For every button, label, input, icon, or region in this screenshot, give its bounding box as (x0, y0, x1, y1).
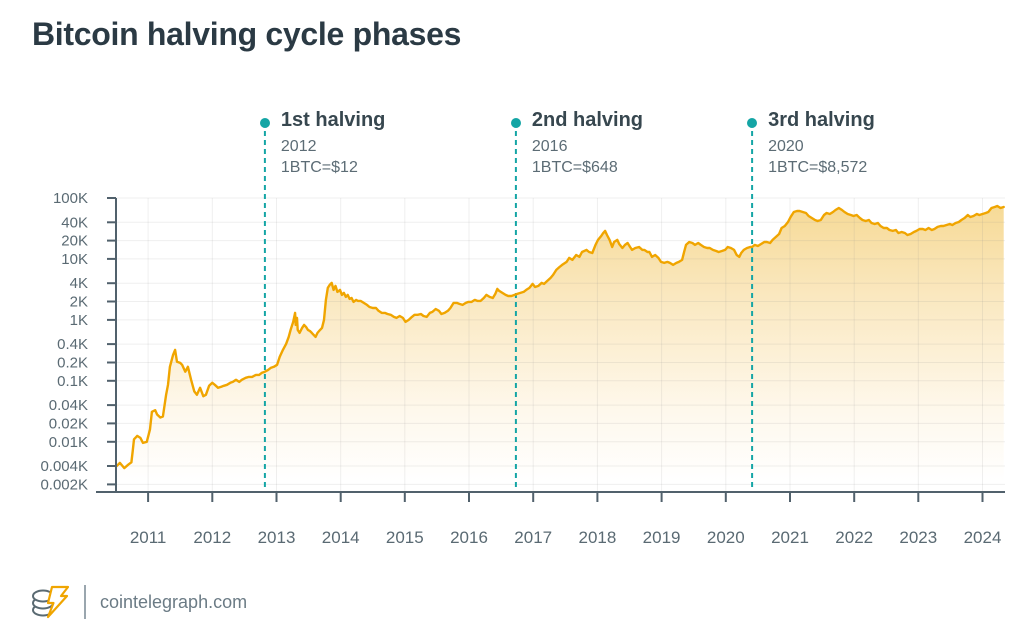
footer-divider (84, 585, 86, 619)
halving-title: 3rd halving (768, 109, 875, 131)
price-area (116, 206, 1004, 492)
footer: cointelegraph.com (30, 584, 247, 620)
x-tick-label: 2018 (578, 528, 616, 547)
halving-dot-icon (510, 118, 521, 128)
halving-year: 2016 (531, 138, 568, 155)
page-title: Bitcoin halving cycle phases (32, 16, 462, 52)
x-tick-label: 2019 (643, 528, 681, 547)
halving-annotation-2: 2nd halving 2016 1BTC=$648 (510, 109, 643, 178)
y-tick-label: 4K (70, 275, 88, 292)
y-tick-label: 20K (61, 233, 88, 250)
halving-year: 2012 (280, 138, 317, 155)
x-tick-label: 2015 (386, 528, 424, 547)
price-line (114, 204, 1005, 470)
y-tick-label: 0.2K (57, 355, 88, 372)
halving-price: 1BTC=$648 (531, 159, 618, 176)
halving-price: 1BTC=$12 (280, 159, 358, 176)
x-tick-label: 2022 (835, 528, 873, 547)
y-tick-label: 100K (53, 190, 88, 207)
y-tick-label: 0.002K (40, 476, 88, 493)
y-tick-label: 0.02K (49, 415, 88, 432)
x-tick-label: 2024 (964, 528, 1002, 547)
x-tick-label: 2013 (258, 528, 296, 547)
x-tick-label: 2023 (899, 528, 937, 547)
y-tick-label: 10K (61, 251, 88, 268)
y-tick-label: 0.1K (57, 373, 88, 390)
x-tick-label: 2020 (707, 528, 745, 547)
x-tick-label: 2014 (322, 528, 360, 547)
y-tick-label: 0.004K (40, 458, 88, 475)
y-tick-label: 0.01K (49, 434, 88, 451)
footer-site-label: cointelegraph.com (100, 591, 248, 612)
halving-title: 2nd halving (531, 109, 643, 131)
x-tick-label: 2017 (514, 528, 552, 547)
x-tick-label: 2016 (450, 528, 488, 547)
y-tick-label: 0.04K (49, 397, 88, 414)
halving-title: 1st halving (280, 109, 386, 131)
x-tick-label: 2012 (193, 528, 231, 547)
x-tick-label: 2021 (771, 528, 809, 547)
halving-price: 1BTC=$8,572 (768, 159, 868, 176)
halving-year: 2020 (768, 138, 804, 155)
y-tick-label: 2K (70, 294, 88, 311)
halving-annotation-1: 1st halving 2012 1BTC=$12 (259, 109, 386, 178)
halving-annotation-3: 3rd halving 2020 1BTC=$8,572 (747, 109, 875, 178)
halving-dot-icon (747, 118, 758, 128)
cointelegraph-logo (32, 585, 70, 619)
y-tick-label: 40K (61, 214, 88, 231)
x-tick-label: 2011 (130, 528, 167, 547)
halving-dot-icon (259, 118, 270, 128)
y-tick-label: 0.4K (57, 336, 88, 353)
y-tick-label: 1K (70, 312, 88, 329)
